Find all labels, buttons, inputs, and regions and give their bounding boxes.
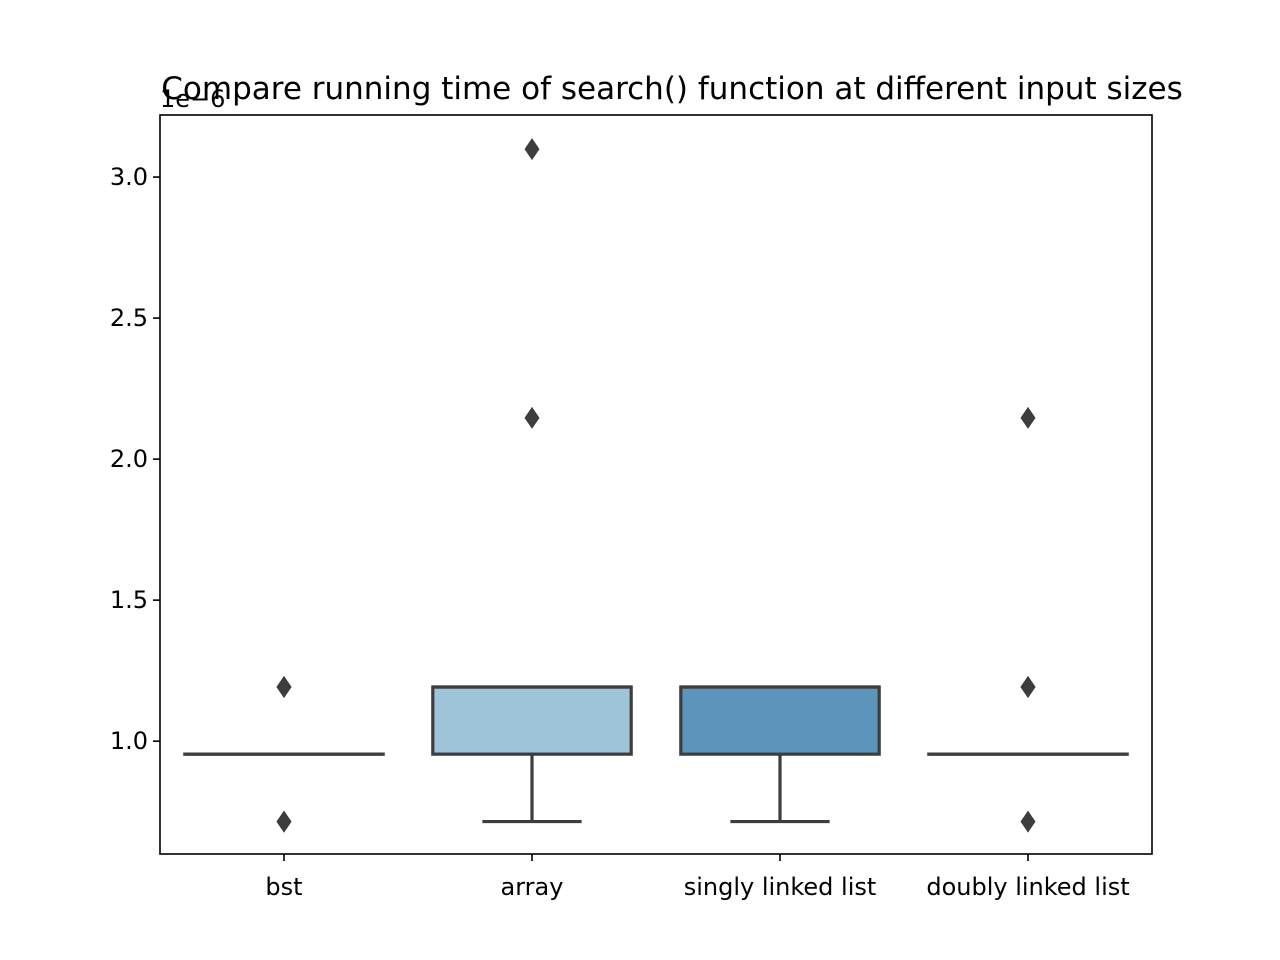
- x-tick-label: array: [501, 873, 564, 901]
- box-group-array: [431, 138, 633, 824]
- x-tick-label: singly linked list: [684, 873, 877, 901]
- outlier-point: [524, 138, 540, 161]
- axes-frame: [159, 114, 1153, 855]
- box-body: [431, 685, 633, 756]
- outlier-point: [1020, 676, 1036, 699]
- x-tick-label: doubly linked list: [926, 873, 1129, 901]
- plot-area: [183, 138, 1129, 833]
- outlier-point: [524, 406, 540, 429]
- y-offset-label: 1e−6: [160, 85, 225, 113]
- y-tick-label: 2.0: [110, 445, 148, 473]
- outlier-point: [276, 810, 292, 833]
- y-tick-label: 1.0: [110, 727, 148, 755]
- box-group-bst: [183, 676, 385, 833]
- box-body: [679, 685, 881, 756]
- x-tick-label: bst: [265, 873, 302, 901]
- y-tick-label: 2.5: [110, 304, 148, 332]
- outlier-point: [276, 676, 292, 699]
- x-axis: bst array singly linked list doubly linked …: [265, 854, 1130, 901]
- outlier-point: [1020, 810, 1036, 833]
- y-axis: 1.0 1.5 2.0 2.5 3.0: [110, 163, 160, 755]
- outlier-point: [1020, 406, 1036, 429]
- box-group-doubly-linked-list: [927, 406, 1129, 833]
- box-group-singly-linked-list: [679, 685, 881, 824]
- chart-title: Compare running time of search() functio…: [161, 71, 1182, 107]
- y-tick-label: 1.5: [110, 586, 148, 614]
- y-tick-label: 3.0: [110, 163, 148, 191]
